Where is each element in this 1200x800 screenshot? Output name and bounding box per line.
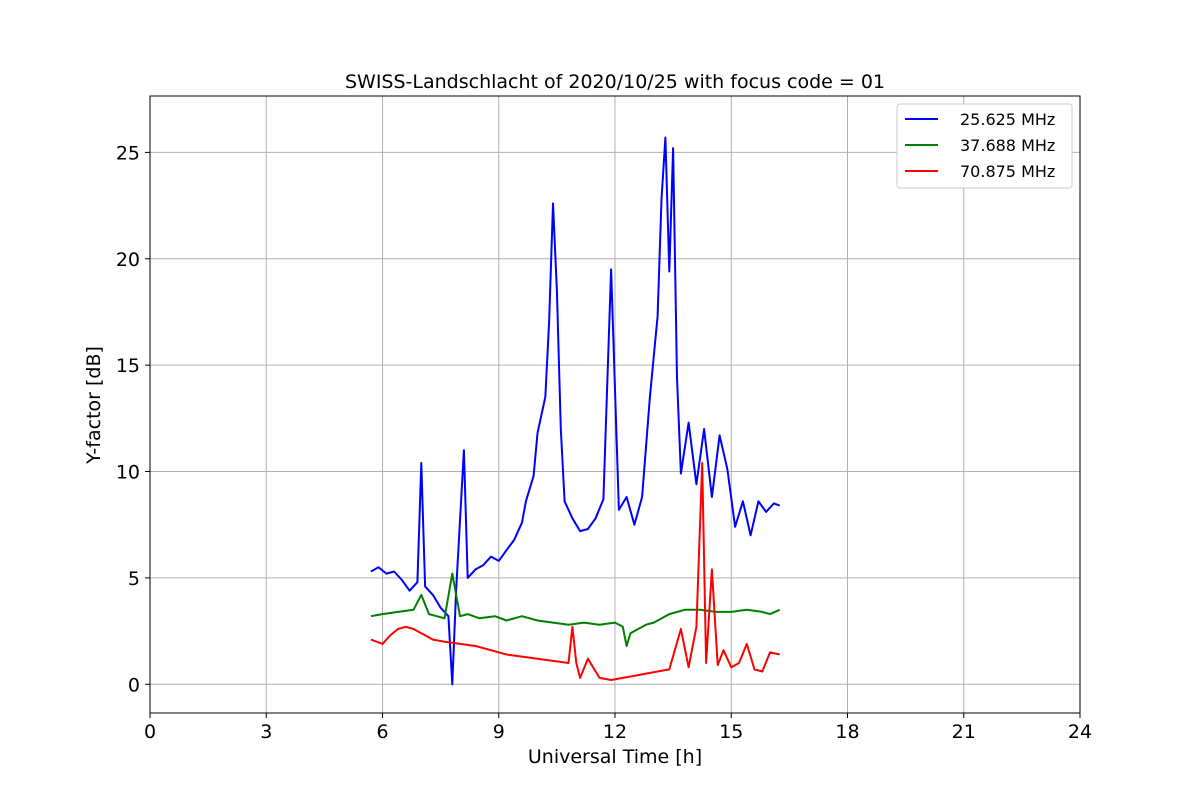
x-tick-label: 21 — [952, 721, 976, 743]
x-tick-label: 9 — [493, 721, 505, 743]
series-layer — [370, 136, 781, 686]
x-tick-label: 0 — [144, 721, 156, 743]
legend-box — [896, 103, 1073, 189]
y-tick-label: 20 — [116, 249, 140, 271]
chart-title: SWISS-Landschlacht of 2020/10/25 with fo… — [345, 71, 885, 93]
x-tick-label: 3 — [260, 721, 272, 743]
series-line-37-688-mhz — [370, 572, 781, 647]
y-tick-label: 15 — [116, 355, 140, 377]
y-tick-label: 5 — [128, 568, 140, 590]
y-axis-label: Y-factor [dB] — [83, 346, 105, 465]
series-line-70-875-mhz — [370, 462, 780, 681]
legend-label-37-688: 37.688 MHz — [960, 136, 1055, 155]
x-tick-label: 6 — [376, 721, 388, 743]
y-tick-label: 0 — [128, 674, 140, 696]
legend-label-70-875: 70.875 MHz — [960, 162, 1055, 181]
legend: 25.625 MHz 37.688 MHz 70.875 MHz — [896, 103, 1073, 189]
y-tick-label: 10 — [116, 462, 140, 484]
legend-label-25-625: 25.625 MHz — [960, 110, 1055, 129]
x-axis: 0 3 6 9 12 15 18 21 24 — [144, 713, 1092, 743]
y-tick-label: 25 — [116, 142, 140, 164]
x-tick-label: 15 — [719, 721, 743, 743]
x-axis-label: Universal Time [h] — [528, 746, 702, 768]
x-tick-label: 18 — [835, 721, 859, 743]
x-tick-label: 12 — [603, 721, 627, 743]
x-tick-label: 24 — [1068, 721, 1092, 743]
y-axis: 0 5 10 15 20 25 — [116, 142, 150, 696]
series-line-25-625-mhz — [370, 136, 781, 686]
